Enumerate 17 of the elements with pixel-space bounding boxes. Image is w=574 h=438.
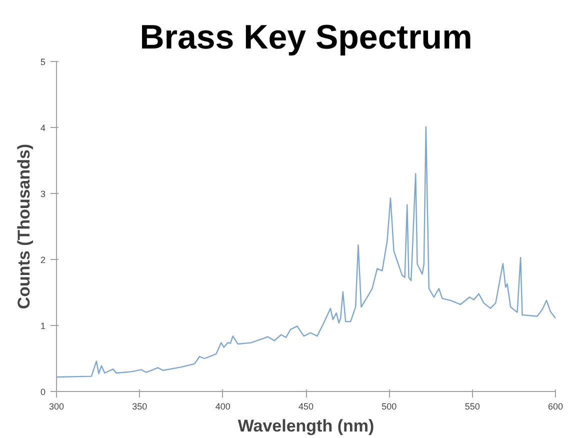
x-tick-label: 500 — [382, 402, 397, 412]
y-tick-label: 4 — [40, 123, 46, 133]
chart-title: Brass Key Spectrum — [140, 18, 472, 56]
y-tick-label: 3 — [40, 189, 46, 199]
x-tick-label: 400 — [215, 402, 230, 412]
x-tick-label: 350 — [132, 402, 148, 412]
y-tick-label: 0 — [40, 387, 46, 397]
x-tick-label: 450 — [298, 402, 314, 412]
x-tick-label: 300 — [48, 402, 64, 412]
y-axis-title: Counts (Thousands) — [14, 144, 34, 310]
x-tick-label: 600 — [548, 402, 564, 412]
x-axis-title: Wavelength (nm) — [238, 416, 374, 436]
y-tick-label: 2 — [40, 255, 46, 265]
line-series — [56, 126, 556, 378]
y-tick-label: 1 — [40, 321, 46, 331]
y-tick-label: 5 — [40, 57, 46, 67]
x-tick-label: 550 — [464, 402, 480, 412]
